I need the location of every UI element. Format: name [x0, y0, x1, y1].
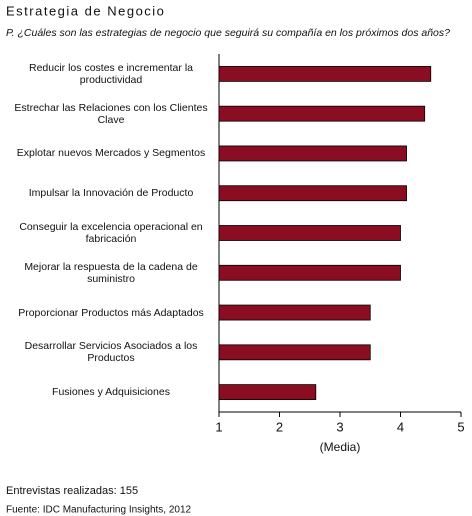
bar — [218, 225, 401, 241]
bar — [218, 344, 371, 361]
note: Fuente: IDC Manufacturing Insights, 2012 — [6, 505, 192, 516]
y-tick-label: Reducir los costes e incrementar la prod… — [29, 61, 193, 86]
y-tick-label: Explotar nuevos Mercados y Segmentos — [16, 147, 206, 160]
bar — [218, 304, 371, 321]
chart-subtitle: P. ¿Cuáles son las estrategias de negoci… — [6, 27, 450, 39]
x-tick-label: 5 — [457, 419, 464, 434]
y-tick-label: Impulsar la Innovación de Producto — [28, 187, 194, 200]
x-tick-label: 2 — [276, 419, 283, 434]
bar — [218, 264, 401, 281]
x-tick-label: 3 — [336, 419, 343, 434]
x-tick-label: 4 — [397, 419, 404, 434]
y-tick-label: Estrechar las Relaciones con los Cliente… — [14, 101, 208, 126]
note: Entrevistas realizadas: 155 — [6, 485, 138, 497]
bar — [218, 105, 426, 122]
x-axis-label: (Media) — [320, 440, 361, 454]
bar — [218, 145, 407, 162]
y-tick-label: Conseguir la excelencia operacional en f… — [19, 221, 203, 245]
x-tick-label: 1 — [215, 419, 222, 434]
bar — [218, 185, 407, 202]
y-tick-label: Desarrollar Servicios Asociados a los Pr… — [24, 340, 198, 365]
y-tick-label: Proporcionar Productos más Adaptados — [18, 306, 204, 319]
bar — [218, 384, 317, 401]
bar — [218, 65, 432, 82]
y-tick-label: Mejorar la respuesta de la cadena de sum… — [24, 260, 198, 285]
y-tick-label: Fusiones y Adquisiciones — [52, 386, 170, 399]
chart-title: Estrategia de Negocio — [6, 3, 165, 18]
